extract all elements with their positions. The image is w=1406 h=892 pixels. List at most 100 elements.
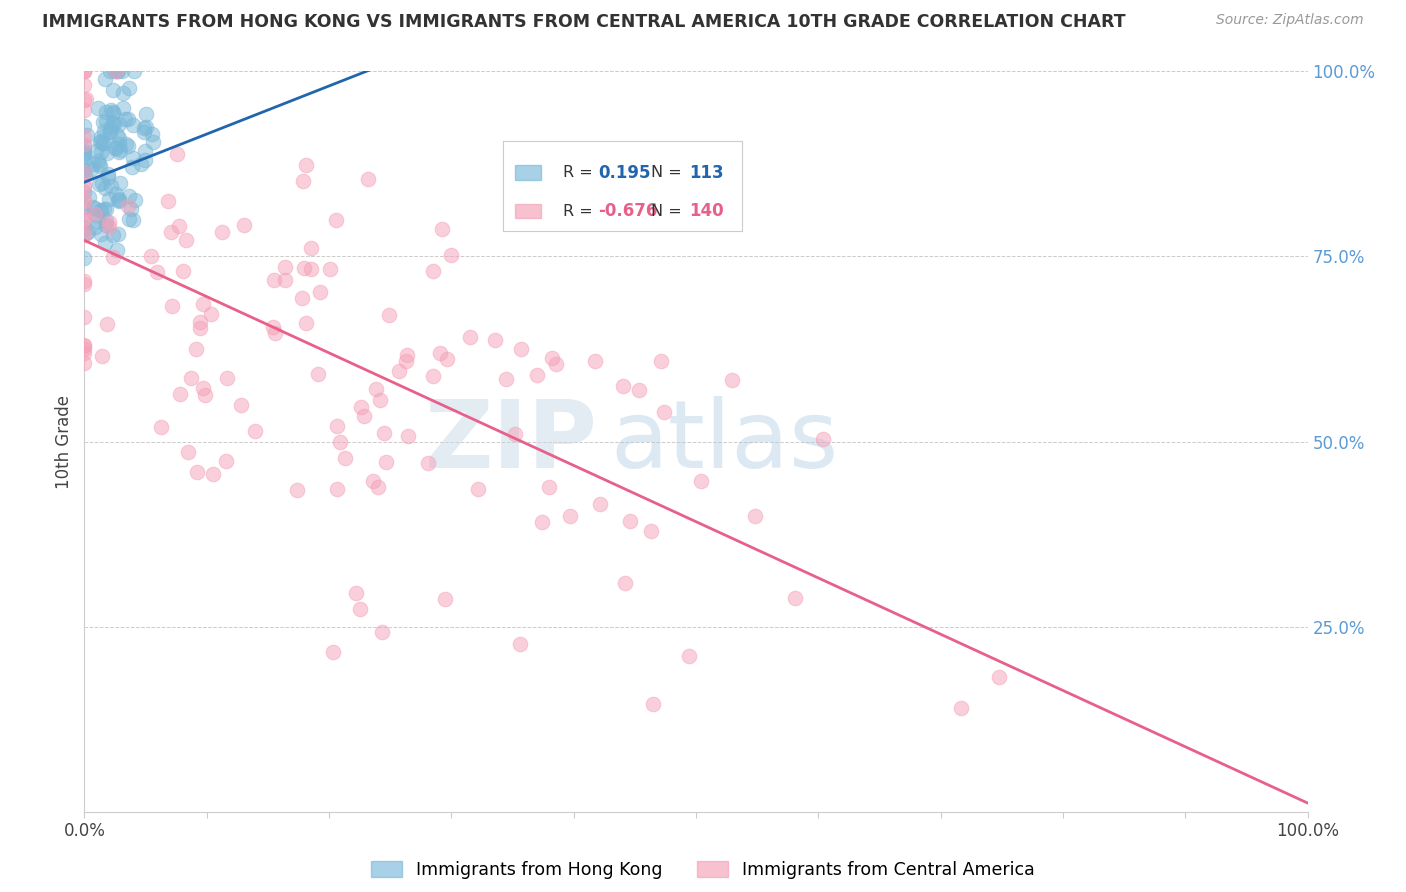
- Point: [560, 509, 582, 524]
- Point: [90, 204, 112, 219]
- Point: [91, 115, 114, 129]
- Point: [186, 465, 208, 479]
- Point: [73, 338, 96, 352]
- Point: [744, 508, 766, 523]
- Point: [129, 156, 152, 170]
- Point: [299, 261, 322, 276]
- Point: [101, 83, 124, 97]
- Point: [73, 193, 96, 207]
- Point: [73, 129, 96, 144]
- Point: [101, 104, 124, 119]
- Point: [73, 163, 96, 178]
- Point: [526, 368, 548, 382]
- Point: [156, 194, 179, 209]
- Point: [307, 367, 329, 381]
- Point: [142, 136, 165, 150]
- Point: [544, 357, 567, 371]
- Point: [357, 171, 380, 186]
- Point: [73, 274, 96, 288]
- Point: [188, 321, 211, 335]
- Point: [124, 193, 146, 207]
- Point: [132, 120, 155, 135]
- Point: [538, 480, 561, 494]
- Point: [243, 424, 266, 438]
- Point: [73, 223, 96, 237]
- Point: [105, 128, 128, 142]
- Point: [160, 299, 183, 313]
- Point: [652, 405, 675, 419]
- Point: [105, 64, 128, 78]
- Point: [160, 225, 183, 239]
- Point: [93, 136, 115, 150]
- Point: [73, 356, 96, 370]
- Text: atlas: atlas: [610, 395, 838, 488]
- Point: [104, 64, 127, 78]
- Point: [93, 71, 115, 86]
- Text: ZIP: ZIP: [425, 395, 598, 488]
- Point: [73, 207, 96, 221]
- Point: [291, 291, 314, 305]
- Point: [84, 208, 107, 222]
- Point: [619, 514, 641, 528]
- Point: [108, 145, 131, 160]
- Point: [73, 136, 96, 151]
- Point: [103, 106, 125, 120]
- Point: [180, 371, 202, 385]
- Point: [107, 136, 129, 151]
- Text: N =: N =: [651, 165, 688, 180]
- Point: [73, 119, 96, 133]
- Point: [273, 260, 295, 274]
- Point: [107, 193, 129, 207]
- Point: [73, 180, 96, 194]
- Point: [103, 115, 125, 129]
- Point: [87, 101, 110, 115]
- Point: [509, 637, 531, 651]
- Point: [104, 187, 127, 202]
- Point: [121, 160, 143, 174]
- Point: [73, 165, 96, 179]
- Point: [325, 212, 347, 227]
- Point: [73, 339, 96, 353]
- Point: [641, 697, 664, 711]
- Point: [640, 524, 662, 538]
- Point: [329, 435, 352, 450]
- Point: [429, 346, 451, 360]
- Point: [104, 141, 127, 155]
- Text: IMMIGRANTS FROM HONG KONG VS IMMIGRANTS FROM CENTRAL AMERICA 10TH GRADE CORRELAT: IMMIGRANTS FROM HONG KONG VS IMMIGRANTS …: [42, 13, 1126, 31]
- Point: [211, 225, 233, 239]
- Point: [117, 199, 139, 213]
- Point: [326, 419, 349, 434]
- Point: [98, 215, 121, 229]
- Point: [80, 162, 103, 177]
- Point: [73, 310, 96, 325]
- Point: [112, 86, 135, 100]
- Point: [169, 387, 191, 401]
- Point: [73, 211, 96, 226]
- Y-axis label: 10th Grade: 10th Grade: [55, 394, 73, 489]
- Point: [96, 202, 118, 217]
- Point: [73, 64, 96, 78]
- Point: [589, 497, 612, 511]
- Point: [73, 194, 96, 209]
- Point: [295, 158, 318, 172]
- Point: [373, 426, 395, 441]
- Point: [111, 101, 134, 115]
- Point: [191, 296, 214, 310]
- Text: -0.676: -0.676: [599, 202, 658, 220]
- Text: 113: 113: [689, 163, 724, 182]
- Point: [97, 167, 120, 181]
- FancyBboxPatch shape: [515, 204, 541, 219]
- Point: [73, 103, 96, 118]
- Point: [349, 602, 371, 616]
- Point: [73, 144, 96, 158]
- Point: [117, 139, 139, 153]
- Point: [73, 64, 96, 78]
- Point: [118, 211, 141, 226]
- Point: [344, 586, 367, 600]
- Point: [361, 474, 384, 488]
- Point: [111, 64, 134, 78]
- Point: [89, 178, 111, 192]
- Text: N =: N =: [651, 203, 688, 219]
- Point: [97, 220, 120, 235]
- Point: [233, 219, 256, 233]
